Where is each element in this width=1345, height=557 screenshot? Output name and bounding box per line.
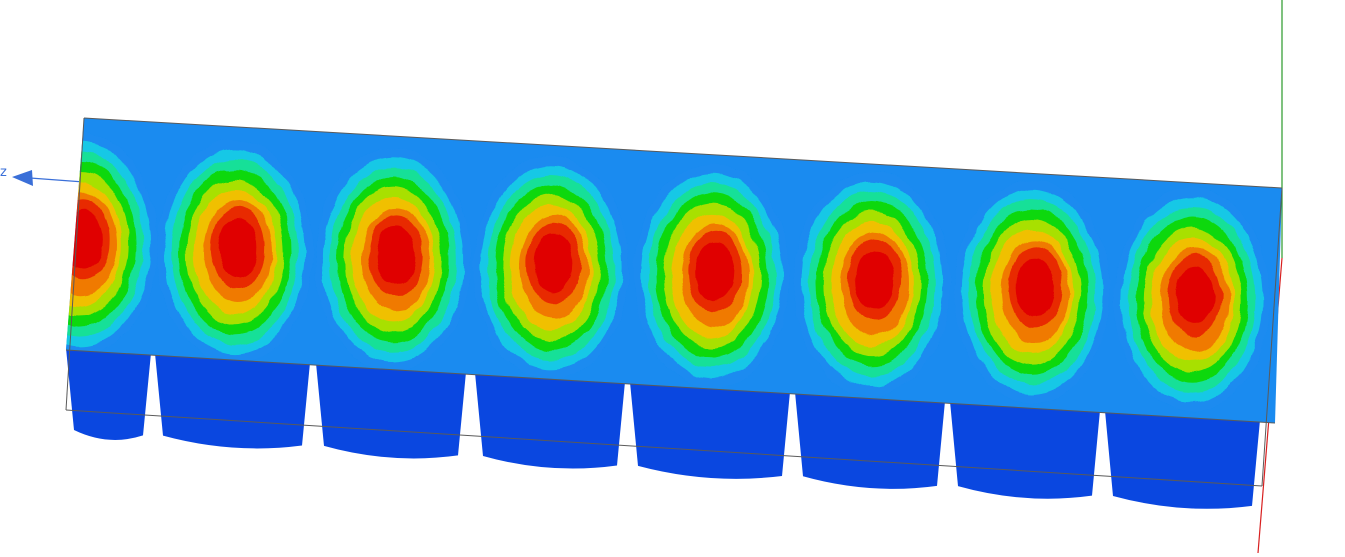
bottom-face-block [950,401,1100,499]
bottom-face-block [475,372,625,469]
mid-edge [65,349,1276,424]
right-edge [1261,187,1283,487]
contour-lobe [954,179,1110,404]
contour-lobe [315,147,471,372]
bottom-face-block [630,382,790,479]
contour-lobe [794,171,950,396]
contour-band [1175,266,1215,325]
contour-band [855,250,895,309]
contour-slab [66,118,1282,423]
contour-lobe [66,132,158,356]
bottom-face-block [1105,410,1260,509]
z-axis-label: z [0,165,7,180]
contour-lobe [1114,187,1270,412]
bottom-face-block [155,353,310,449]
contour-band [376,226,416,285]
left-edge [65,117,85,411]
contour-band [1015,258,1055,317]
contour-band [66,210,103,270]
contour-lobes [66,132,1270,412]
bottom-face-block [66,348,151,440]
contour-band [534,234,574,293]
bottom-face-block [316,363,466,459]
contour-band [695,242,735,301]
bottom-face-block [795,392,945,489]
contour-band [218,218,258,278]
top-edge [83,117,1283,189]
contour-lobe [473,155,629,380]
contour-lobe [157,139,313,364]
contour-lobe [634,163,790,388]
bottom-edge [65,409,1263,487]
bounding-box-outline [65,117,1283,487]
bottom-face [66,348,1260,509]
z-axis-arrowhead [12,170,33,186]
z-axis-line [29,177,85,183]
